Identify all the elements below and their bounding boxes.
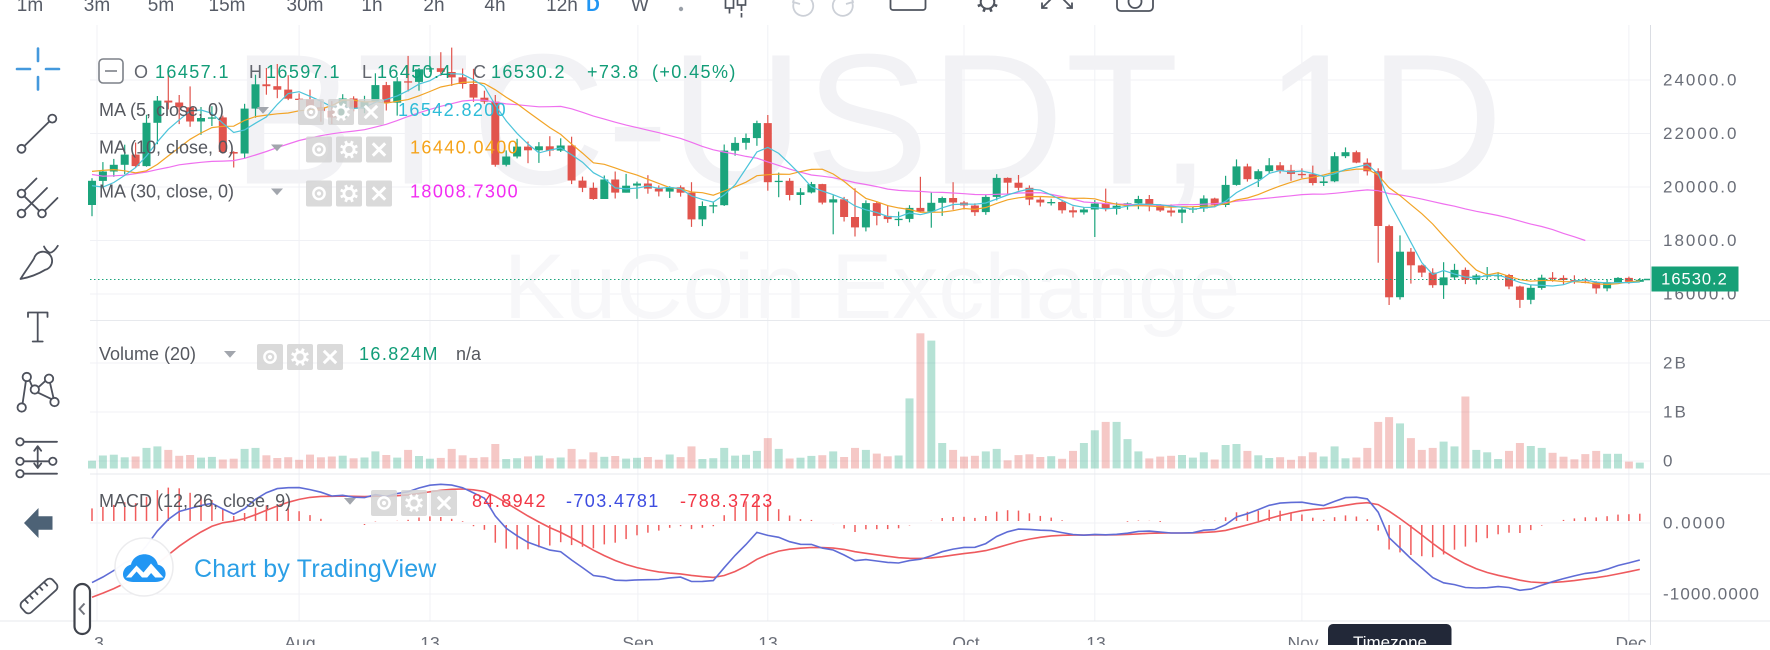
svg-text:16457.1: 16457.1: [155, 62, 230, 82]
svg-text:16450.4: 16450.4: [377, 62, 452, 82]
svg-text:84.8942: 84.8942: [472, 491, 547, 511]
svg-text:4h: 4h: [484, 0, 505, 16]
svg-text:W: W: [631, 0, 649, 16]
svg-text:-1000.0000: -1000.0000: [1663, 585, 1760, 604]
svg-text:15m: 15m: [209, 0, 246, 16]
svg-text:16440.0400: 16440.0400: [410, 138, 519, 158]
svg-text:+73.8: +73.8: [587, 62, 640, 82]
svg-text:MA (30, close, 0): MA (30, close, 0): [99, 182, 234, 202]
svg-text:18000.0: 18000.0: [1663, 231, 1738, 250]
svg-text:13: 13: [420, 633, 439, 645]
svg-text:-788.3723: -788.3723: [680, 491, 774, 511]
svg-text:KuCoin Exchange: KuCoin Exchange: [504, 236, 1241, 338]
svg-text:D: D: [586, 0, 600, 16]
svg-text:Volume (20): Volume (20): [99, 344, 196, 364]
svg-text:(+0.45%): (+0.45%): [652, 62, 737, 82]
svg-text:Oct: Oct: [952, 633, 979, 645]
svg-text:16530.2: 16530.2: [1661, 271, 1728, 289]
svg-text:1m: 1m: [17, 0, 43, 16]
svg-text:Dec: Dec: [1615, 633, 1646, 645]
svg-text:2B: 2B: [1663, 354, 1688, 373]
svg-text:12h: 12h: [546, 0, 578, 16]
svg-text:L: L: [362, 62, 372, 82]
svg-text:C: C: [473, 62, 486, 82]
svg-text:0.0000: 0.0000: [1663, 514, 1727, 533]
svg-text:16530.2: 16530.2: [491, 62, 566, 82]
svg-text:MACD (12, 26, close, 9): MACD (12, 26, close, 9): [99, 491, 291, 511]
svg-text:13: 13: [1086, 633, 1105, 645]
svg-text:MA (5, close, 0): MA (5, close, 0): [99, 100, 224, 120]
svg-text:18008.7300: 18008.7300: [410, 182, 519, 202]
svg-text:H: H: [249, 62, 262, 82]
svg-text:5m: 5m: [148, 0, 174, 16]
svg-text:Aug: Aug: [284, 633, 315, 645]
svg-text:-703.4781: -703.4781: [566, 491, 660, 511]
svg-text:16597.1: 16597.1: [266, 62, 341, 82]
svg-text:Timezone: Timezone: [1353, 633, 1427, 645]
svg-text:13: 13: [758, 633, 777, 645]
svg-text:Chart by TradingView: Chart by TradingView: [194, 555, 437, 583]
svg-text:16.824M: 16.824M: [359, 344, 439, 364]
svg-text:n/a: n/a: [456, 344, 482, 364]
svg-text:2h: 2h: [423, 0, 444, 16]
svg-text:MA (10, close, 0): MA (10, close, 0): [99, 138, 234, 158]
svg-text:3m: 3m: [84, 0, 110, 16]
svg-text:0: 0: [1663, 452, 1674, 471]
svg-text:O: O: [134, 62, 148, 82]
svg-text:16542.8200: 16542.8200: [398, 100, 507, 120]
svg-text:30m: 30m: [287, 0, 324, 16]
svg-text:20000.0: 20000.0: [1663, 178, 1738, 197]
svg-text:BTC-USDT, 1D: BTC-USDT, 1D: [232, 17, 1505, 224]
svg-text:Sep: Sep: [622, 633, 653, 645]
svg-text:22000.0: 22000.0: [1663, 124, 1738, 143]
svg-text:1B: 1B: [1663, 403, 1688, 422]
svg-text:1h: 1h: [361, 0, 382, 16]
svg-text:Nov: Nov: [1287, 633, 1318, 645]
svg-text:24000.0: 24000.0: [1663, 71, 1738, 90]
svg-text:3: 3: [94, 633, 104, 645]
